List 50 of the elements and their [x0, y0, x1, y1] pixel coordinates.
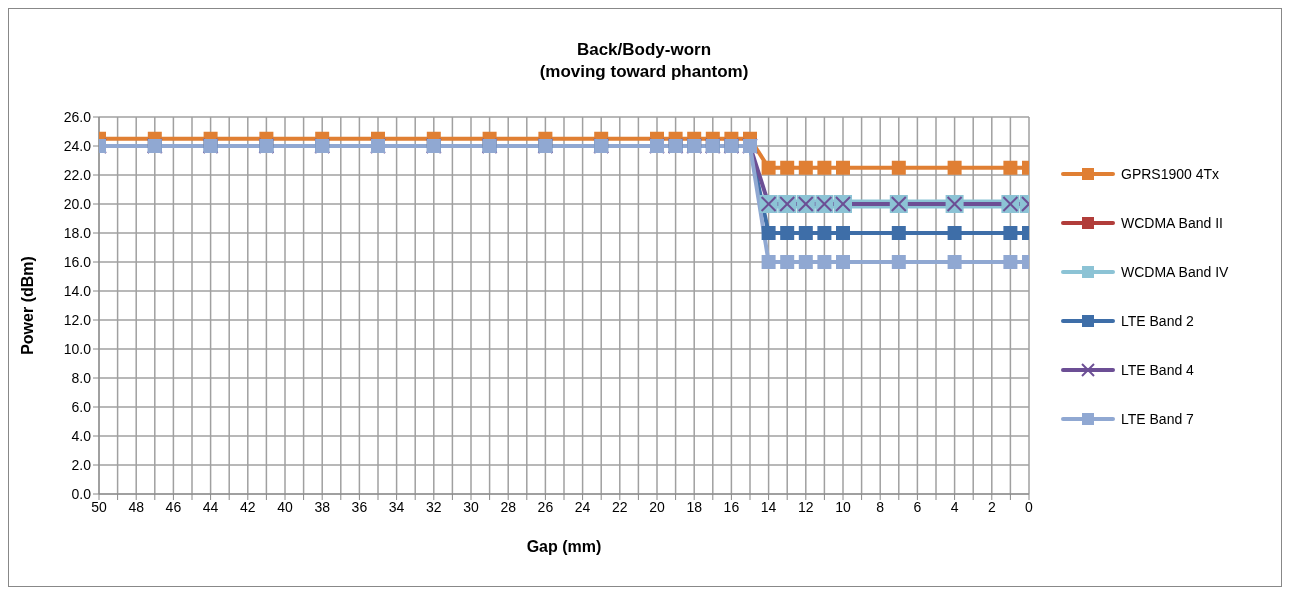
- x-tick-label: 44: [202, 498, 219, 515]
- x-tick-label: 0: [1025, 498, 1034, 515]
- y-tick-label: 20.0: [63, 195, 92, 212]
- y-tick-label: 0.0: [71, 485, 92, 502]
- y-tick-label: 18.0: [63, 224, 92, 241]
- x-tick-label: 50: [91, 498, 107, 515]
- legend-label: WCDMA Band IV: [1121, 264, 1229, 280]
- x-tick-label: 48: [128, 498, 145, 515]
- x-tick-label: 14: [760, 498, 777, 515]
- x-tick-label: 12: [798, 498, 814, 515]
- x-tick-label: 4: [950, 498, 959, 515]
- y-tick-label: 6.0: [71, 398, 92, 415]
- y-tick-label: 8.0: [71, 369, 92, 386]
- y-tick-label: 2.0: [71, 456, 92, 473]
- legend-label: LTE Band 7: [1121, 411, 1194, 427]
- x-tick-label: 20: [649, 498, 665, 515]
- y-tick-label: 24.0: [63, 137, 92, 154]
- x-tick-label: 2: [987, 498, 996, 515]
- chart-subtitle: (moving toward phantom): [538, 61, 750, 83]
- x-tick-label: 36: [351, 498, 368, 515]
- x-tick-label: 30: [463, 498, 479, 515]
- x-tick-label: 46: [165, 498, 182, 515]
- x-tick-label: 16: [723, 498, 740, 515]
- x-tick-label: 40: [277, 498, 293, 515]
- x-tick-label: 32: [426, 498, 442, 515]
- y-tick-label: 12.0: [63, 311, 92, 328]
- x-tick-label: 22: [612, 498, 628, 515]
- x-tick-label: 42: [240, 498, 256, 515]
- y-tick-label: 4.0: [71, 427, 92, 444]
- x-tick-label: 24: [574, 498, 591, 515]
- x-axis-title: Gap (mm): [526, 538, 602, 555]
- y-tick-label: 10.0: [63, 340, 92, 357]
- x-tick-label: 10: [835, 498, 851, 515]
- legend-label: WCDMA Band II: [1121, 215, 1223, 231]
- x-tick-label: 6: [913, 498, 922, 515]
- y-tick-label: 26.0: [63, 108, 92, 125]
- y-tick-label: 16.0: [63, 253, 92, 270]
- x-tick-label: 8: [876, 498, 885, 515]
- y-tick-label: 14.0: [63, 282, 92, 299]
- legend-label: LTE Band 2: [1121, 313, 1194, 329]
- legend-label: GPRS1900 4Tx: [1121, 166, 1220, 182]
- x-tick-label: 18: [686, 498, 703, 515]
- y-axis-title: Power (dBm): [18, 256, 36, 355]
- chart-title: Back/Body-worn: [575, 39, 713, 61]
- x-tick-label: 28: [500, 498, 517, 515]
- y-tick-label: 22.0: [63, 166, 92, 183]
- x-tick-label: 38: [314, 498, 331, 515]
- legend-label: LTE Band 4: [1121, 362, 1194, 378]
- x-tick-label: 34: [388, 498, 405, 515]
- x-tick-label: 26: [537, 498, 554, 515]
